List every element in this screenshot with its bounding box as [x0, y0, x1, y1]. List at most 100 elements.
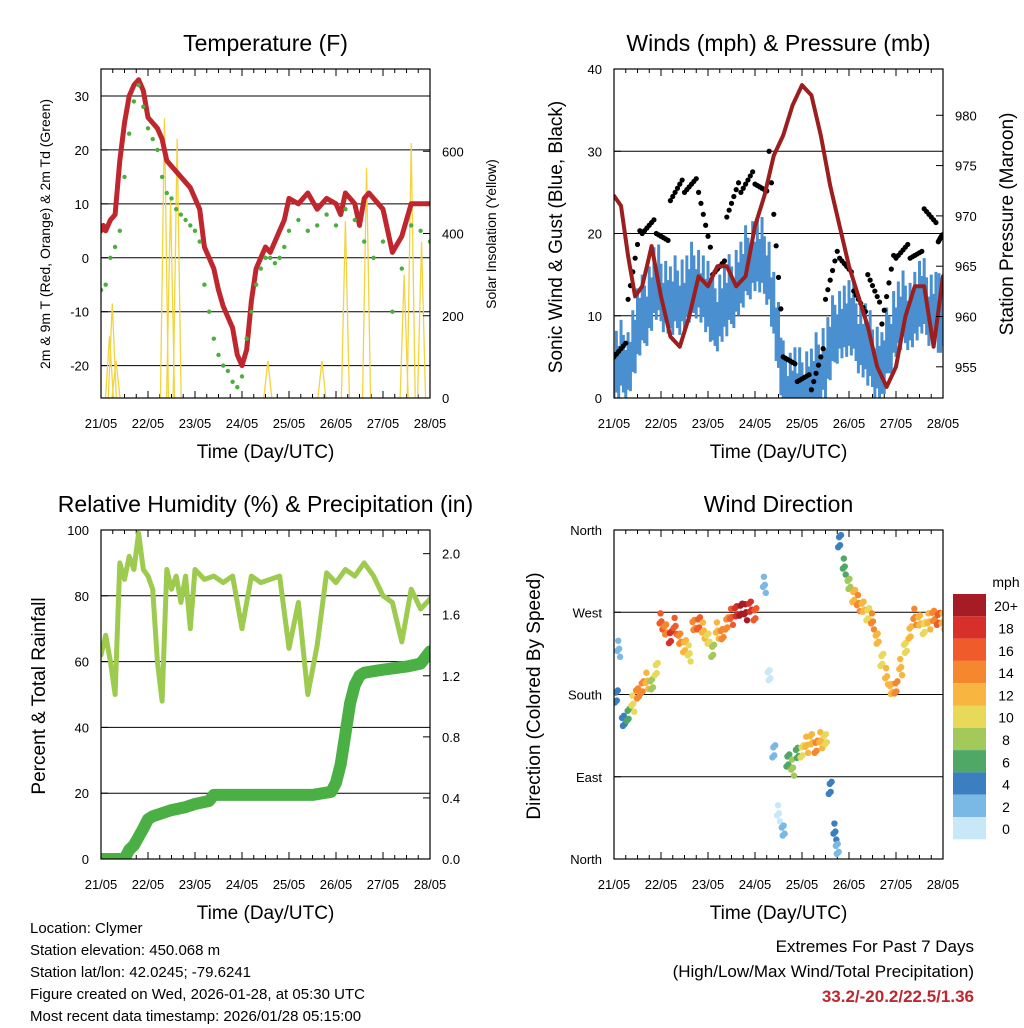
dewpoint-point [418, 228, 423, 233]
solar-series [104, 118, 427, 398]
dewpoint-point [221, 363, 226, 368]
dewpoint-point [230, 379, 235, 384]
direction-point [620, 712, 628, 720]
x-tick-label: 26/05 [833, 416, 866, 431]
y-tick-label: -10 [70, 305, 89, 320]
gust-point [632, 255, 638, 261]
direction-point [686, 650, 693, 657]
direction-point [625, 715, 632, 723]
direction-point [817, 728, 824, 736]
x-tick-label: 23/05 [179, 877, 212, 892]
direction-point [681, 647, 689, 654]
y-tick-label: North [570, 523, 602, 538]
gust-point [867, 277, 873, 283]
gust-point [731, 193, 737, 200]
x-tick-label: 21/05 [598, 416, 631, 431]
direction-point [682, 637, 690, 644]
direction-point [869, 618, 877, 625]
x-tick-label: 25/05 [273, 877, 306, 892]
x-tick-label: 28/05 [414, 877, 447, 892]
direction-point [696, 614, 704, 621]
legend-label: 18 [998, 620, 1014, 636]
gust-point [740, 185, 746, 191]
dewpoint-point [122, 174, 127, 180]
gust-point [696, 189, 702, 195]
direction-point [629, 692, 636, 699]
direction-point [766, 666, 773, 674]
direction-point [786, 751, 793, 758]
x-tick-label: 24/05 [739, 877, 772, 892]
dewpoint-point [305, 228, 310, 233]
direction-point [866, 605, 873, 612]
gust-point [745, 177, 751, 183]
y-tick-label: 0 [595, 391, 602, 406]
direction-point [883, 673, 891, 680]
y-axis-label: 2m & 9m T (Red, Orange) & 2m Td (Green) [37, 99, 53, 369]
direction-point [789, 764, 797, 771]
gust-point [813, 370, 819, 376]
gust-point [876, 299, 883, 305]
direction-point [771, 752, 778, 759]
direction-point [850, 596, 858, 604]
legend-label: 8 [1002, 732, 1010, 748]
solar-insolation-mark [165, 200, 176, 398]
gust-point [888, 266, 894, 272]
gust-point [778, 306, 784, 312]
direction-point [729, 621, 737, 629]
direction-point [893, 688, 900, 695]
station-pressure-line [614, 83, 943, 389]
direction-point [827, 788, 834, 796]
dewpoint-point [103, 282, 108, 287]
relative-humidity-line [101, 530, 430, 704]
x-tick-label: 22/05 [132, 877, 165, 892]
y-tick-label: 30 [75, 89, 89, 104]
direction-point [831, 820, 838, 827]
y2-tick-label: 600 [442, 144, 464, 159]
y-tick-label: East [576, 770, 602, 785]
gust-point [820, 346, 826, 352]
gust-point [815, 362, 822, 368]
dewpoint-point [178, 212, 184, 217]
direction-point [879, 660, 886, 668]
direction-point [614, 697, 621, 704]
direction-point [851, 586, 859, 594]
y-tick-label: 60 [75, 655, 89, 670]
direction-point [875, 638, 882, 645]
gust-point [726, 207, 732, 213]
x-tick-label: 26/05 [320, 877, 353, 892]
direction-point [743, 617, 751, 624]
gust-point [879, 321, 885, 327]
dewpoint-point [343, 207, 348, 212]
direction-point [865, 615, 872, 622]
direction-point [897, 663, 905, 671]
direction-point [834, 840, 841, 848]
gust-point [700, 211, 706, 217]
dewpoint-point [192, 228, 198, 233]
direction-point [897, 655, 904, 663]
direction-point [847, 583, 854, 591]
gust-point [869, 282, 876, 289]
dewpoint-point [333, 223, 339, 228]
plot-frame [613, 68, 944, 399]
y-tick-label: 0 [82, 251, 89, 266]
direction-point [842, 571, 849, 578]
dewpoint-point [117, 228, 123, 233]
direction-point [685, 642, 692, 649]
direction-point [710, 641, 718, 648]
gust-point [703, 222, 709, 228]
direction-point [657, 610, 664, 617]
direction-point [840, 555, 848, 562]
dewpoint-point [286, 228, 292, 233]
x-tick-label: 23/05 [692, 877, 725, 892]
direction-point [649, 684, 657, 691]
gust-point [829, 267, 836, 274]
legend-swatch [953, 750, 986, 773]
extremes-title: Extremes For Past 7 Days [775, 937, 974, 956]
plot-frame [613, 529, 944, 860]
latlon-text: Station lat/lon: 42.0245; -79.6241 [30, 964, 252, 981]
y2-tick-label: 2.0 [442, 547, 460, 562]
x-tick-label: 21/05 [85, 416, 118, 431]
y-tick-label: 20 [75, 786, 89, 801]
direction-point [799, 752, 806, 759]
direction-point [631, 708, 638, 715]
